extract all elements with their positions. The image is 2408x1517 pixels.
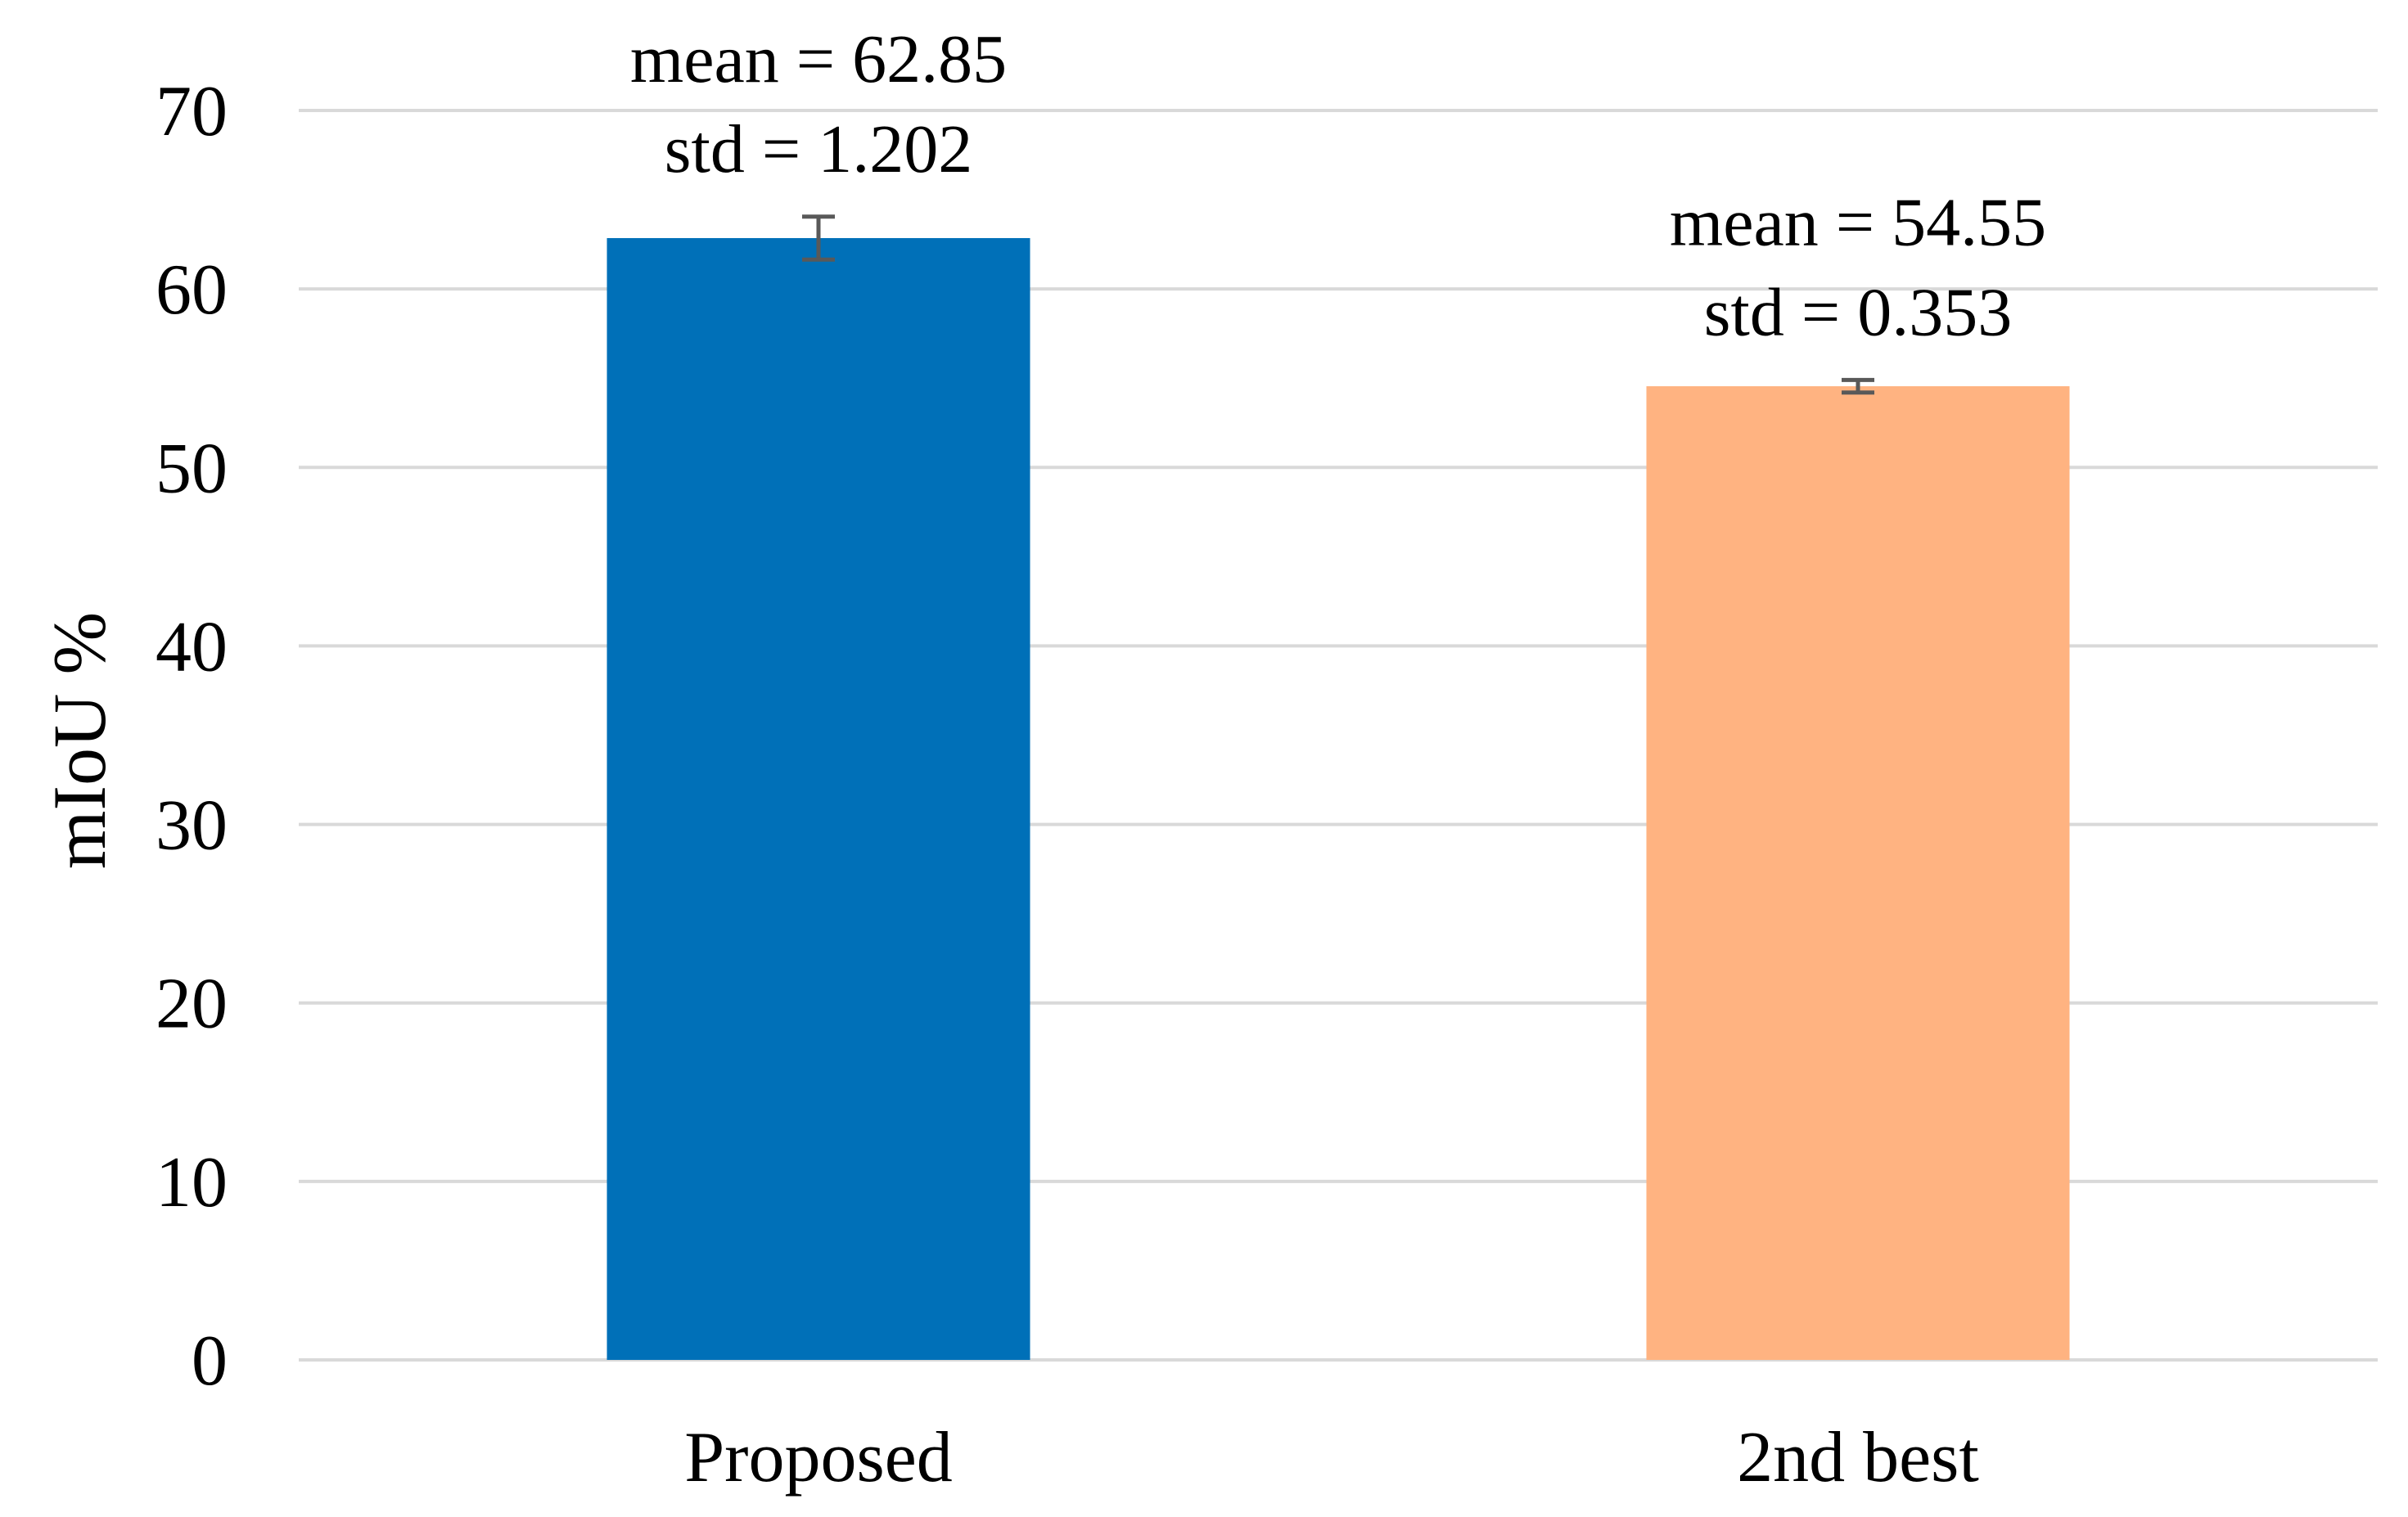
y-tick-label: 0 xyxy=(192,1321,228,1401)
data-labels: mean = 62.85 std = 1.202 mean = 54.55 std =… xyxy=(630,21,2046,351)
y-tick-label: 40 xyxy=(156,607,228,686)
x-category-label: 2nd best xyxy=(1737,1418,1979,1497)
data-label: mean = 54.55 xyxy=(1670,184,2046,260)
y-tick-label: 60 xyxy=(156,250,228,330)
bars xyxy=(607,237,2070,1360)
error-bars xyxy=(802,214,1874,395)
bar xyxy=(1646,386,2070,1360)
y-tick-label: 20 xyxy=(156,965,228,1044)
y-axis-title: mIoU % xyxy=(38,612,121,869)
y-tick-label: 30 xyxy=(156,786,228,866)
y-tick-label: 10 xyxy=(156,1143,228,1222)
x-category-label: Proposed xyxy=(684,1418,953,1497)
data-label: mean = 62.85 xyxy=(630,21,1007,97)
y-tick-label: 50 xyxy=(156,429,228,508)
data-label: std = 1.202 xyxy=(665,111,972,187)
bar xyxy=(607,237,1030,1360)
y-tick-label: 70 xyxy=(156,72,228,151)
y-axis-ticks: 0 10 20 30 40 50 60 70 xyxy=(156,72,228,1401)
data-label: std = 0.353 xyxy=(1704,274,2012,350)
x-axis-categories: Proposed 2nd best xyxy=(684,1418,1979,1497)
